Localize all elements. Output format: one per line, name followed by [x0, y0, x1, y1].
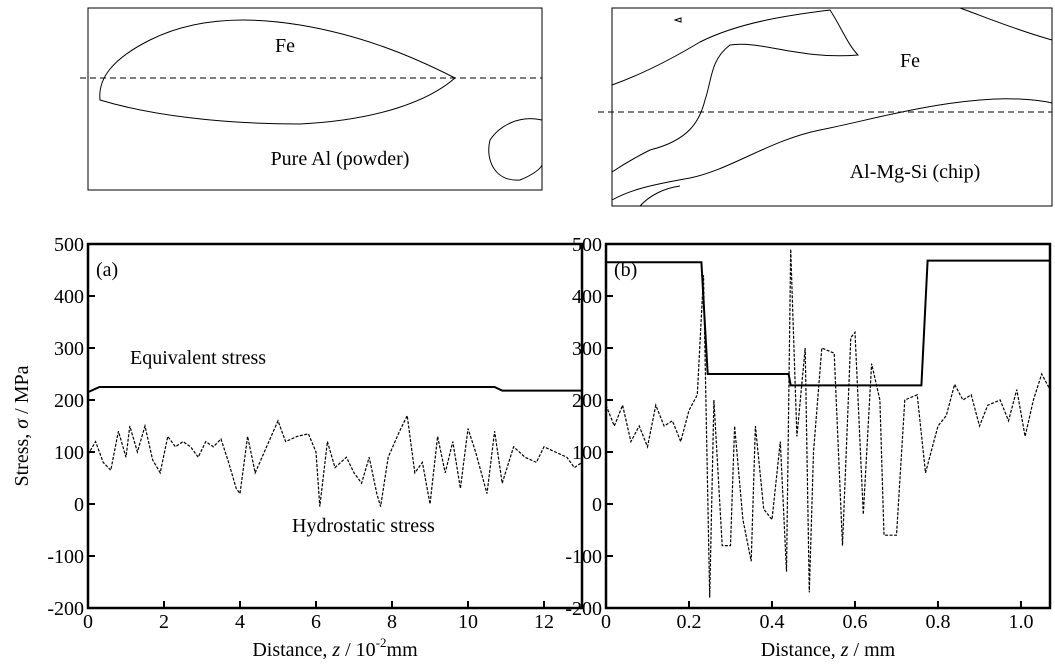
y-tick-label: 500: [572, 234, 602, 256]
axis-label-part: / MPa: [11, 365, 33, 418]
sketch-label: Fe: [900, 50, 920, 72]
series-line: [87, 413, 583, 507]
panel-label: (a): [96, 259, 118, 281]
y-tick-label: -100: [47, 546, 84, 568]
series-annotation: Equivalent stress: [130, 347, 266, 369]
axis-label: Distance, z / mm: [761, 639, 896, 661]
series-line: [87, 386, 582, 394]
x-tick-label: 4: [235, 611, 245, 633]
y-tick-label: 300: [54, 338, 84, 360]
plot-frame: [604, 242, 1052, 610]
axis-label-part: z: [840, 639, 849, 661]
x-tick-label: 8: [387, 611, 397, 633]
axis-label-part: Stress,: [11, 429, 33, 487]
x-tick-label: 0.8: [925, 611, 950, 633]
axis-label-part: σ: [11, 418, 33, 429]
sketch-label: Pure Al (powder): [271, 148, 410, 170]
axis-label-part: Distance,: [761, 639, 841, 661]
axis-label-part: Distance,: [252, 639, 332, 661]
sketch-frame: [87, 7, 543, 191]
axis-label: Distance, z / 10-2mm: [252, 635, 418, 661]
y-tick-label: 400: [572, 286, 602, 308]
grain-outline: [639, 185, 681, 207]
series-line: [605, 249, 1051, 598]
y-tick-label: 100: [54, 442, 84, 464]
plot-frame: [86, 242, 584, 610]
axis-label-part: / mm: [849, 639, 896, 661]
panel-label: (b): [614, 259, 637, 281]
y-tick-label: 400: [54, 286, 84, 308]
grain-outline: [611, 9, 860, 173]
x-tick-label: 6: [311, 611, 321, 633]
x-tick-label: 10: [458, 611, 478, 633]
sketch-b: Fe Al-Mg-Si (chip): [598, 7, 1053, 207]
axis-label-part: -2: [376, 635, 387, 650]
y-tick-label: -100: [565, 546, 602, 568]
axis-label-part: z: [331, 639, 340, 661]
y-tick-label: 200: [572, 390, 602, 412]
y-tick-label: 0: [74, 494, 84, 516]
axis-label-part: / 10: [340, 639, 376, 661]
y-tick-label: 200: [54, 390, 84, 412]
axis-label-part: mm: [387, 639, 419, 661]
sketch-label: Al-Mg-Si (chip): [850, 161, 981, 183]
sketch-frame: [611, 7, 1053, 207]
axis-label: Stress, σ / MPa: [11, 365, 33, 486]
x-tick-label: 0: [83, 611, 93, 633]
x-tick-label: 2: [159, 611, 169, 633]
y-tick-label: 300: [572, 338, 602, 360]
sketch-label: Fe: [275, 35, 295, 57]
x-tick-label: 0.2: [676, 611, 701, 633]
x-tick-label: 12: [534, 611, 554, 633]
y-tick-label: -200: [47, 598, 84, 620]
sketch-a: Fe Pure Al (powder): [80, 7, 543, 191]
grain-outline: [611, 98, 1053, 201]
grain-outline: [488, 118, 543, 181]
grain-outline: [673, 17, 682, 23]
y-tick-label: -200: [565, 598, 602, 620]
x-tick-label: 0.6: [842, 611, 867, 633]
series-annotation: Hydrostatic stress: [292, 515, 435, 537]
x-tick-label: 0.4: [759, 611, 784, 633]
x-tick-label: 0: [601, 611, 611, 633]
series-line: [606, 259, 1050, 387]
grain-outline: [99, 19, 456, 125]
grain-outline: [959, 7, 1053, 41]
y-tick-label: 500: [54, 234, 84, 256]
y-tick-label: 0: [592, 494, 602, 516]
x-tick-label: 1.0: [1008, 611, 1033, 633]
y-tick-label: 100: [572, 442, 602, 464]
